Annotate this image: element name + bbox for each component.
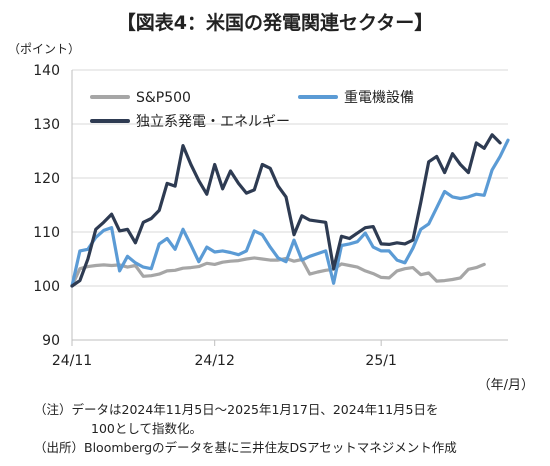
series-line-2 [70, 138, 510, 288]
y-axis-unit-label: （ポイント） [8, 42, 81, 56]
y-tick-label: 140 [33, 63, 60, 79]
chart-title: 【図表4：米国の発電関連セクター】 [116, 12, 434, 34]
footnote-note-line2: 100として指数化。 [91, 421, 202, 436]
footnote-source: （出所）Bloombergのデータを基に三井住友DSアセットマネジメント作成 [34, 440, 457, 455]
x-tick-label: 24/11 [52, 353, 92, 369]
y-tick-label: 130 [33, 117, 60, 133]
y-tick-label: 120 [33, 171, 60, 187]
series-line-1 [70, 256, 486, 288]
legend-label: S&P500 [136, 90, 191, 106]
legend-label: 独立系発電・エネルギー [136, 114, 290, 130]
y-tick-label: 100 [33, 279, 60, 295]
line-chart: 90 100 110 120 130 140 24/11 24/12 25/1 S&P500 重電機… [33, 63, 510, 369]
y-tick-label: 90 [42, 333, 60, 349]
footnotes: （注）データは2024年11月5日〜2025年1月17日、2024年11月5日を… [34, 400, 544, 457]
x-tick-label: 25/1 [365, 353, 396, 369]
series-line-3 [70, 133, 502, 288]
legend-label: 重電機設備 [344, 90, 414, 106]
x-tick-label: 24/12 [195, 353, 235, 369]
footnote-note-line1: （注）データは2024年11月5日〜2025年1月17日、2024年11月5日を [34, 402, 439, 417]
y-tick-label: 110 [33, 225, 60, 241]
x-axis-unit-label: （年/月） [477, 378, 534, 393]
